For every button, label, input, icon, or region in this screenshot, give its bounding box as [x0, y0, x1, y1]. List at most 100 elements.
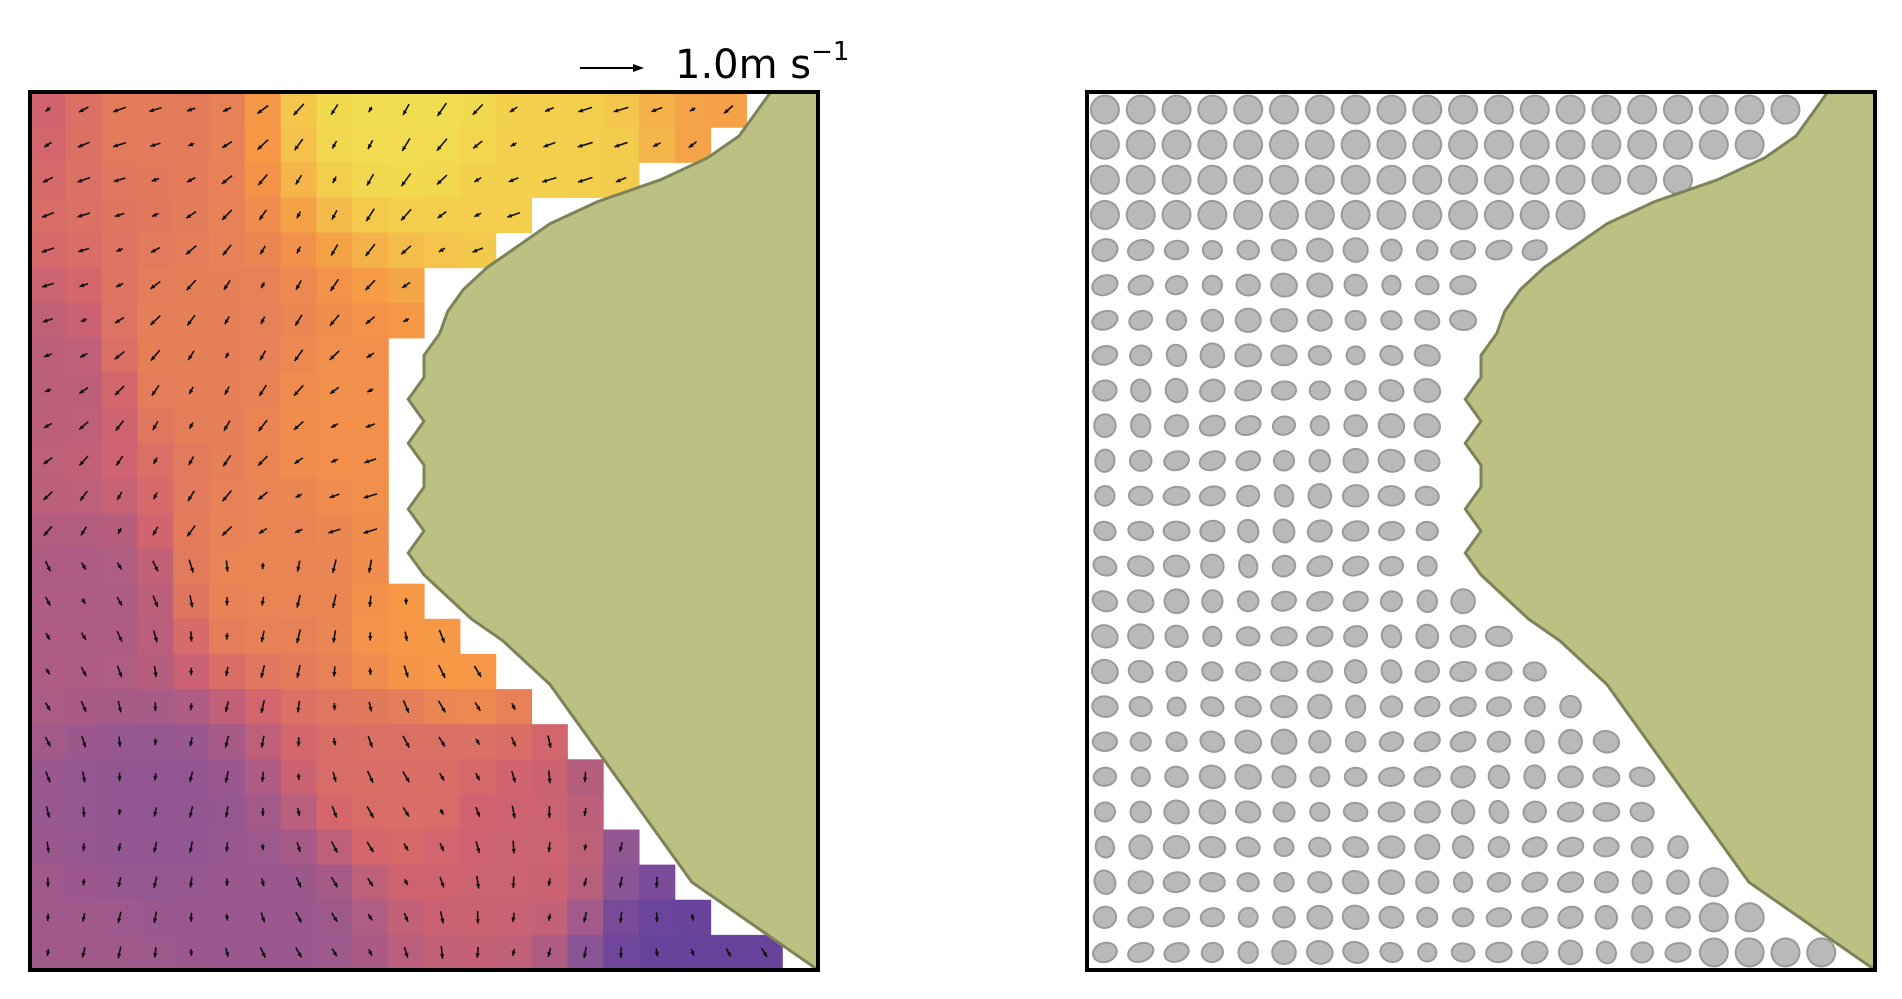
velocity-arrow — [332, 666, 337, 677]
ellipse-glyph — [1448, 164, 1479, 195]
velocity-arrow — [439, 911, 445, 924]
velocity-arrow — [224, 878, 230, 886]
ellipse-glyph — [1413, 413, 1441, 439]
velocity-arrow — [296, 700, 301, 713]
velocity-arrow — [295, 280, 302, 291]
ellipse-glyph — [1270, 380, 1298, 401]
velocity-arrow — [293, 384, 304, 397]
ellipse-glyph — [1379, 695, 1404, 718]
velocity-arrow — [542, 176, 557, 183]
ellipse-glyph — [1127, 520, 1155, 542]
ellipse-glyph — [1128, 834, 1154, 860]
velocity-arrow — [367, 595, 373, 607]
velocity-arrow — [258, 209, 267, 221]
ellipse-glyph — [1304, 129, 1335, 160]
velocity-arrow — [188, 386, 194, 395]
velocity-arrow — [78, 247, 90, 253]
ellipse-glyph — [1343, 273, 1368, 297]
ellipse-glyph — [1128, 696, 1153, 718]
velocity-arrow — [510, 736, 517, 747]
ellipse-glyph — [1128, 449, 1153, 472]
ellipse-glyph — [1091, 309, 1119, 331]
velocity-arrow — [402, 735, 410, 748]
ellipse-glyph — [1200, 308, 1225, 332]
velocity-arrow — [547, 735, 552, 749]
velocity-arrow — [364, 458, 377, 464]
velocity-arrow — [151, 384, 160, 397]
ellipse-glyph — [1304, 94, 1335, 125]
velocity-arrow — [365, 243, 376, 257]
velocity-arrow — [221, 525, 233, 537]
velocity-arrow — [583, 843, 588, 851]
ellipse-glyph — [1341, 904, 1370, 931]
ellipse-glyph — [1130, 766, 1151, 788]
ellipse-glyph — [1201, 661, 1224, 682]
velocity-arrow — [403, 878, 409, 886]
velocity-arrow — [81, 878, 87, 886]
ellipse-glyph — [1236, 590, 1260, 613]
velocity-arrow — [475, 806, 481, 818]
ellipse-glyph — [1197, 199, 1228, 230]
ellipse-glyph — [1271, 554, 1297, 578]
ellipse-glyph — [1341, 870, 1370, 895]
velocity-arrow — [259, 350, 267, 361]
velocity-arrow — [150, 246, 161, 254]
ellipse-glyphs — [1089, 94, 1837, 968]
ellipse-glyph — [1342, 237, 1369, 263]
ellipse-glyph — [1129, 800, 1152, 824]
velocity-arrow — [153, 665, 158, 678]
velocity-arrow — [331, 209, 338, 220]
ellipse-glyph — [1126, 589, 1155, 614]
ellipse-glyph — [1592, 766, 1621, 788]
ellipse-glyph — [1236, 872, 1260, 893]
velocity-arrow — [364, 279, 376, 291]
ellipse-glyph — [1270, 272, 1298, 298]
ellipse-glyph — [1165, 343, 1188, 368]
ellipse-glyph — [1271, 939, 1297, 966]
ellipse-glyph — [1234, 800, 1262, 824]
velocity-arrow — [81, 947, 86, 958]
ellipse-glyph — [1164, 765, 1189, 788]
velocity-arrow — [260, 843, 265, 851]
ellipse-glyph — [1127, 623, 1155, 650]
ellipse-glyph — [1556, 836, 1585, 858]
velocity-arrow — [365, 423, 376, 429]
ellipse-glyph — [1592, 729, 1621, 754]
ellipse-glyph — [1663, 164, 1693, 195]
velocity-arrow — [618, 876, 623, 888]
ellipse-glyph — [1631, 870, 1653, 895]
ellipse-glyph — [1235, 626, 1261, 647]
velocity-arrow — [113, 177, 126, 183]
velocity-arrow — [366, 805, 375, 819]
ellipse-glyph — [1555, 199, 1586, 230]
right-panel — [1085, 90, 1877, 972]
ellipse-glyph — [1414, 449, 1441, 472]
velocity-arrow — [690, 948, 695, 956]
ellipse-glyph — [1378, 520, 1405, 542]
velocity-arrow — [296, 664, 301, 679]
velocity-arrow — [45, 771, 51, 783]
velocity-arrow — [511, 840, 516, 854]
ellipse-glyph — [1237, 906, 1259, 928]
ellipse-glyph — [1163, 799, 1190, 825]
velocity-arrow — [152, 526, 159, 536]
velocity-arrow — [613, 106, 629, 113]
velocity-arrow — [153, 772, 158, 781]
velocity-arrow — [332, 737, 337, 746]
ellipse-glyph — [1307, 345, 1332, 366]
ellipse-glyph — [1665, 906, 1691, 929]
velocity-arrow — [223, 279, 231, 291]
velocity-arrow — [438, 247, 446, 253]
velocity-arrow — [44, 702, 51, 711]
velocity-arrow — [80, 700, 87, 713]
ellipse-glyph — [1592, 801, 1621, 822]
velocity-arrow — [188, 841, 194, 853]
velocity-arrow — [81, 598, 87, 605]
velocity-arrow — [188, 806, 194, 818]
ellipse-glyph — [1521, 906, 1549, 929]
ellipse-glyph — [1161, 164, 1192, 195]
velocity-arrow — [189, 912, 194, 922]
ellipse-glyph — [1557, 905, 1584, 929]
velocity-arrow — [224, 315, 230, 325]
